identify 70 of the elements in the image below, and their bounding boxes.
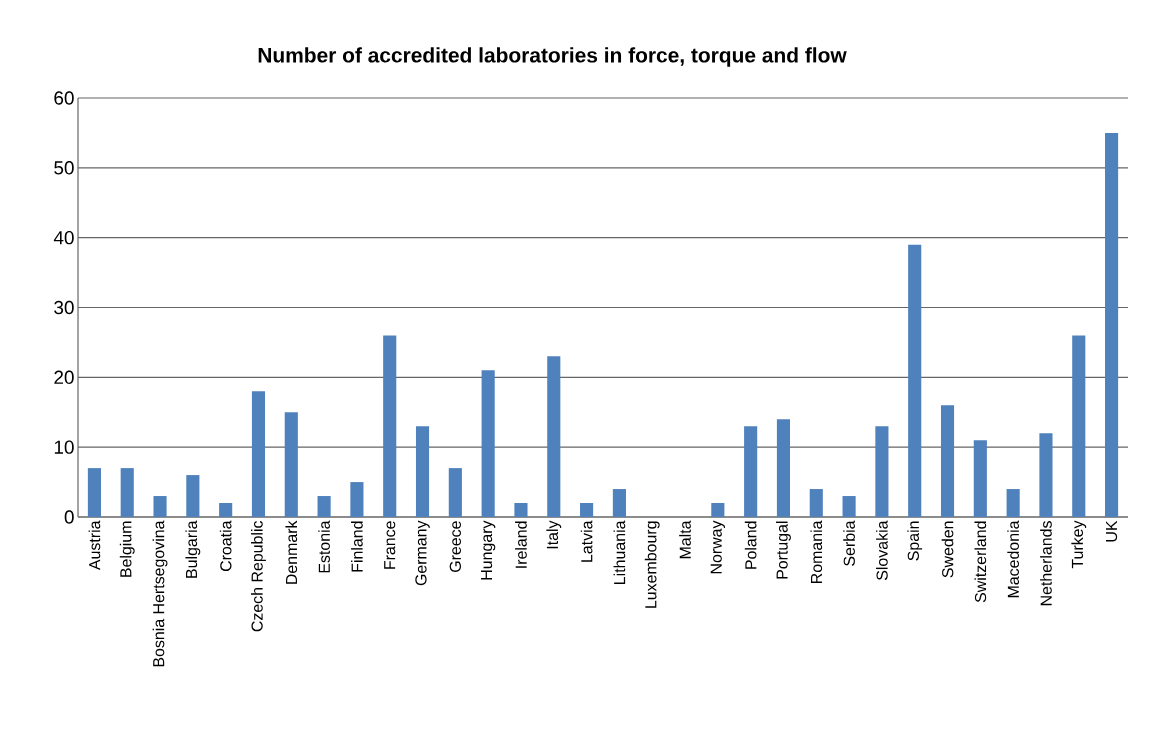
bar	[612, 489, 626, 517]
x-tick-label: Croatia	[219, 520, 232, 572]
x-tick-label: Malta	[679, 520, 691, 559]
x-tick-label: Netherlands	[1040, 521, 1052, 606]
y-tick-label: 40	[53, 230, 74, 245]
x-tick-label: Italy	[546, 520, 562, 549]
y-tick-label: 0	[64, 510, 74, 524]
x-tick-label: Ireland	[515, 521, 527, 568]
x-tick-label: Portugal	[776, 521, 791, 579]
x-tick-label: Germany	[415, 520, 430, 586]
x-tick-label: Switzerland	[974, 521, 987, 603]
bar	[383, 335, 397, 517]
bar	[1072, 335, 1086, 517]
bar	[448, 468, 462, 517]
bar	[87, 468, 101, 517]
x-tick-label: Greece	[449, 521, 461, 572]
bar	[1006, 489, 1020, 517]
bar	[219, 503, 233, 517]
x-tick-label: UK	[1106, 520, 1118, 542]
y-tick-label: 60	[54, 91, 74, 105]
x-tick-label: Lithuania	[613, 520, 626, 584]
x-tick-label: Luxembourg	[644, 521, 660, 608]
y-tick-label: 20	[54, 370, 74, 385]
bar	[186, 475, 200, 517]
bar	[973, 440, 987, 517]
x-tick-label: Estonia	[318, 520, 330, 573]
bar	[711, 503, 725, 517]
bar	[415, 426, 430, 517]
x-tick-label: Bulgaria	[185, 520, 201, 578]
bar	[251, 391, 266, 517]
bar	[580, 503, 594, 517]
x-tick-label: Macedonia	[1007, 520, 1019, 598]
bar	[809, 489, 823, 517]
x-tick-label: Finland	[351, 521, 363, 572]
x-tick-label: Romania	[810, 520, 823, 583]
x-tick-label: Spain	[907, 521, 923, 561]
bar	[776, 419, 791, 517]
bar	[153, 496, 167, 517]
bar	[284, 412, 298, 517]
y-tick-label: 10	[54, 440, 74, 454]
bar	[1039, 433, 1053, 517]
x-tick-label: Sweden	[941, 521, 954, 578]
x-tick-label: Belgium	[119, 521, 135, 577]
bar	[908, 244, 922, 517]
bar	[120, 468, 134, 517]
bar	[1105, 132, 1119, 517]
y-tick-label: 30	[54, 300, 74, 315]
bar	[514, 503, 528, 517]
x-tick-label: Denmark	[285, 520, 298, 584]
x-tick-label: Norway	[710, 520, 725, 574]
bar	[481, 370, 495, 517]
x-tick-label: Bosnia Hertsegovina	[152, 520, 168, 667]
x-tick-label: Latvia	[580, 520, 593, 562]
x-tick-label: France	[384, 521, 396, 569]
bar	[350, 482, 364, 517]
bar	[842, 496, 856, 517]
x-tick-label: Austria	[88, 520, 101, 571]
chart-title: Number of accredited laboratories in force, torque and flow	[258, 47, 847, 67]
x-tick-label: Czech Republic	[251, 520, 266, 632]
x-tick-label: Serbia	[843, 520, 855, 566]
x-tick-label: Poland	[744, 521, 757, 569]
bar	[940, 405, 955, 517]
x-tick-label: Turkey	[1071, 520, 1087, 569]
bar	[875, 426, 889, 517]
x-tick-label: Hungary	[481, 520, 496, 580]
bar	[547, 356, 561, 517]
bar	[744, 426, 758, 517]
y-tick-label: 50	[54, 161, 74, 175]
x-tick-label: Slovakia	[876, 520, 888, 581]
bar	[317, 496, 331, 517]
